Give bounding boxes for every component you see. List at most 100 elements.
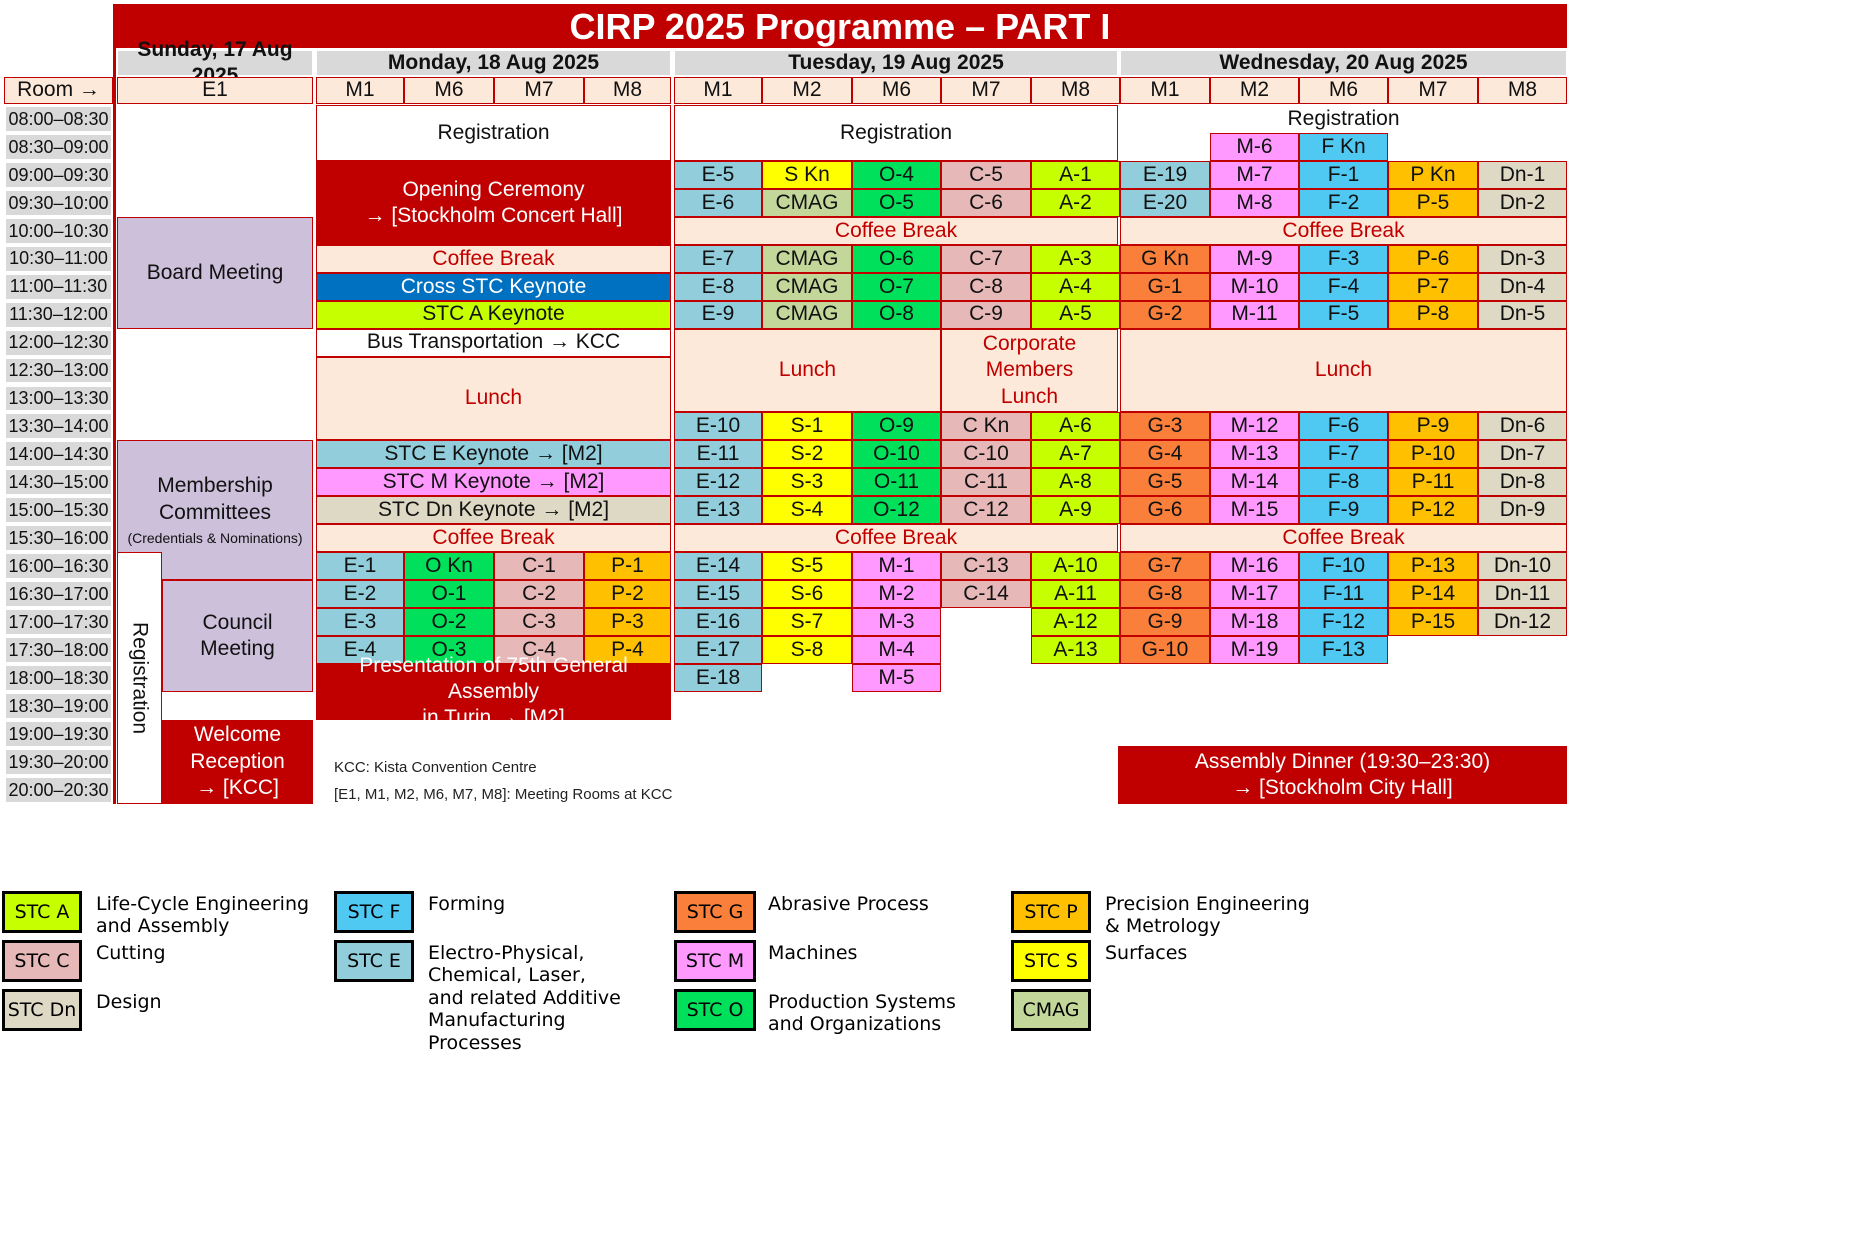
tue-registration: Registration bbox=[674, 105, 1118, 161]
session-cell: M-6 bbox=[1210, 132, 1299, 161]
time-slot: 17:00–17:30 bbox=[4, 608, 113, 637]
room-wed-0: M1 bbox=[1120, 77, 1210, 104]
session-cell: F-5 bbox=[1299, 300, 1388, 329]
assembly-dinner: Assembly Dinner (19:30–23:30) → [Stockho… bbox=[1118, 746, 1567, 804]
time-slot: 18:00–18:30 bbox=[4, 664, 113, 692]
session-cell: O-9 bbox=[852, 412, 941, 441]
session-cell: G-10 bbox=[1120, 636, 1210, 664]
session-cell: S Kn bbox=[762, 160, 852, 189]
note-kcc: KCC: Kista Convention Centre bbox=[334, 759, 537, 776]
legend-label: Precision Engineering & Metrology bbox=[1105, 893, 1310, 938]
time-slot: 11:00–11:30 bbox=[4, 272, 113, 301]
session-cell: P-1 bbox=[584, 552, 671, 581]
session-cell: Dn-4 bbox=[1478, 272, 1567, 301]
time-slot: 11:30–12:00 bbox=[4, 300, 113, 329]
bus-transportation: Bus Transportation → KCC bbox=[316, 328, 671, 357]
session-cell: P-13 bbox=[1388, 552, 1478, 581]
session-cell: O-4 bbox=[852, 160, 941, 189]
session-cell: E-9 bbox=[674, 300, 762, 329]
legend-swatch: CMAG bbox=[1011, 989, 1091, 1031]
session-cell: A-3 bbox=[1031, 244, 1120, 273]
membership-committees-note: (Credentials & Nominations) bbox=[127, 529, 303, 546]
time-slot: 20:00–20:30 bbox=[4, 775, 113, 804]
registration-vertical-label: Registration bbox=[128, 621, 152, 734]
cross-stc-keynote: Cross STC Keynote bbox=[316, 272, 671, 301]
session-cell: E-16 bbox=[674, 608, 762, 637]
session-cell: C-3 bbox=[494, 608, 584, 637]
room-tue-3: M7 bbox=[941, 77, 1031, 104]
session-cell: C-5 bbox=[941, 160, 1031, 189]
session-cell: E-13 bbox=[674, 496, 762, 525]
session-cell: A-13 bbox=[1031, 636, 1120, 664]
session-cell: A-1 bbox=[1031, 160, 1120, 189]
session-cell: F-9 bbox=[1299, 496, 1388, 525]
session-cell: C-1 bbox=[494, 552, 584, 581]
session-cell: A-5 bbox=[1031, 300, 1120, 329]
session-cell: F-10 bbox=[1299, 552, 1388, 581]
legend-label: Forming bbox=[428, 893, 506, 915]
session-cell: S-7 bbox=[762, 608, 852, 637]
session-cell: Dn-12 bbox=[1478, 608, 1567, 637]
room-sun-0: E1 bbox=[117, 77, 313, 104]
session-cell: E-12 bbox=[674, 468, 762, 497]
session-cell: P-8 bbox=[1388, 300, 1478, 329]
mon-registration: Registration bbox=[316, 105, 671, 161]
presentation-general-assembly: Presentation of 75th General Assembly in… bbox=[316, 654, 671, 729]
session-cell: Dn-2 bbox=[1478, 188, 1567, 217]
session-cell: E-3 bbox=[316, 608, 404, 637]
session-cell: C-2 bbox=[494, 580, 584, 609]
session-cell: S-8 bbox=[762, 636, 852, 664]
session-cell: Dn-8 bbox=[1478, 468, 1567, 497]
session-cell: M-19 bbox=[1210, 636, 1299, 664]
session-cell: Dn-1 bbox=[1478, 160, 1567, 189]
mon-coffee-break-am: Coffee Break bbox=[316, 244, 671, 273]
session-cell: Dn-6 bbox=[1478, 412, 1567, 441]
mon-lunch: Lunch bbox=[316, 356, 671, 441]
session-cell: O-7 bbox=[852, 272, 941, 301]
membership-committees-label: Membership Committees bbox=[157, 474, 273, 524]
session-cell: E-20 bbox=[1120, 188, 1210, 217]
room-mon-1: M6 bbox=[404, 77, 494, 104]
day-header-sun: Sunday, 17 Aug 2025 bbox=[117, 38, 313, 87]
legend-label: Machines bbox=[768, 942, 858, 964]
session-cell: E-1 bbox=[316, 552, 404, 581]
time-slot: 12:00–12:30 bbox=[4, 328, 113, 357]
stc-m-keynote: STC M Keynote → [M2] bbox=[316, 468, 671, 497]
room-mon-2: M7 bbox=[494, 77, 584, 104]
tue-coffee-break-pm: Coffee Break bbox=[674, 524, 1118, 553]
sun-empty-midday bbox=[117, 328, 313, 441]
session-cell: P Kn bbox=[1388, 160, 1478, 189]
day-header-mon: Monday, 18 Aug 2025 bbox=[316, 50, 671, 76]
session-cell: P-2 bbox=[584, 580, 671, 609]
session-cell: F-6 bbox=[1299, 412, 1388, 441]
session-cell: G-9 bbox=[1120, 608, 1210, 637]
session-cell: M-13 bbox=[1210, 440, 1299, 469]
session-cell: E-11 bbox=[674, 440, 762, 469]
session-cell: P-10 bbox=[1388, 440, 1478, 469]
session-cell: C Kn bbox=[941, 412, 1031, 441]
room-wed-1: M2 bbox=[1210, 77, 1299, 104]
session-cell: O-8 bbox=[852, 300, 941, 329]
session-cell: M-12 bbox=[1210, 412, 1299, 441]
session-cell: O-3 bbox=[404, 636, 494, 664]
session-cell: O-2 bbox=[404, 608, 494, 637]
session-cell: CMAG bbox=[762, 244, 852, 273]
day-header-wed: Wednesday, 20 Aug 2025 bbox=[1120, 50, 1567, 76]
tue-coffee-break-am: Coffee Break bbox=[674, 216, 1118, 245]
session-cell: Dn-9 bbox=[1478, 496, 1567, 525]
session-cell: G-4 bbox=[1120, 440, 1210, 469]
session-cell: A-8 bbox=[1031, 468, 1120, 497]
stc-dn-keynote: STC Dn Keynote → [M2] bbox=[316, 496, 671, 525]
session-cell: A-10 bbox=[1031, 552, 1120, 581]
note-rooms: [E1, M1, M2, M6, M7, M8]: Meeting Rooms … bbox=[334, 786, 673, 803]
session-cell: F-4 bbox=[1299, 272, 1388, 301]
session-cell: C-7 bbox=[941, 244, 1031, 273]
session-cell: M-5 bbox=[852, 664, 941, 692]
legend-swatch: STC A bbox=[2, 891, 82, 933]
session-cell: Dn-7 bbox=[1478, 440, 1567, 469]
time-slot: 08:30–09:00 bbox=[4, 132, 113, 161]
session-cell: M-2 bbox=[852, 580, 941, 609]
legend-swatch: STC E bbox=[334, 940, 414, 982]
session-cell: C-11 bbox=[941, 468, 1031, 497]
session-cell: S-3 bbox=[762, 468, 852, 497]
